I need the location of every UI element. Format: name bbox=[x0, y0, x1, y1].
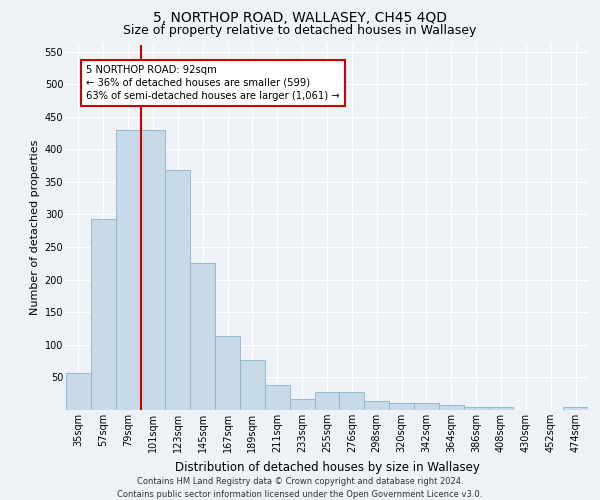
Bar bbox=[563, 406, 588, 410]
Bar bbox=[340, 392, 364, 410]
Bar bbox=[91, 219, 116, 410]
X-axis label: Distribution of detached houses by size in Wallasey: Distribution of detached houses by size … bbox=[175, 460, 479, 473]
Bar bbox=[66, 373, 91, 410]
Text: Size of property relative to detached houses in Wallasey: Size of property relative to detached ho… bbox=[124, 24, 476, 37]
Bar bbox=[414, 404, 439, 410]
Bar bbox=[290, 399, 314, 410]
Bar bbox=[240, 360, 265, 410]
Bar bbox=[389, 404, 414, 410]
Bar bbox=[116, 130, 140, 410]
Bar bbox=[215, 336, 240, 410]
Bar bbox=[140, 130, 166, 410]
Text: Contains HM Land Registry data © Crown copyright and database right 2024.
Contai: Contains HM Land Registry data © Crown c… bbox=[118, 478, 482, 499]
Bar bbox=[314, 392, 340, 410]
Bar bbox=[166, 170, 190, 410]
Bar bbox=[488, 408, 514, 410]
Y-axis label: Number of detached properties: Number of detached properties bbox=[31, 140, 40, 315]
Bar bbox=[364, 401, 389, 410]
Bar bbox=[190, 264, 215, 410]
Text: 5, NORTHOP ROAD, WALLASEY, CH45 4QD: 5, NORTHOP ROAD, WALLASEY, CH45 4QD bbox=[153, 11, 447, 25]
Bar bbox=[265, 385, 290, 410]
Bar bbox=[439, 406, 464, 410]
Text: 5 NORTHOP ROAD: 92sqm
← 36% of detached houses are smaller (599)
63% of semi-det: 5 NORTHOP ROAD: 92sqm ← 36% of detached … bbox=[86, 64, 340, 101]
Bar bbox=[464, 408, 488, 410]
